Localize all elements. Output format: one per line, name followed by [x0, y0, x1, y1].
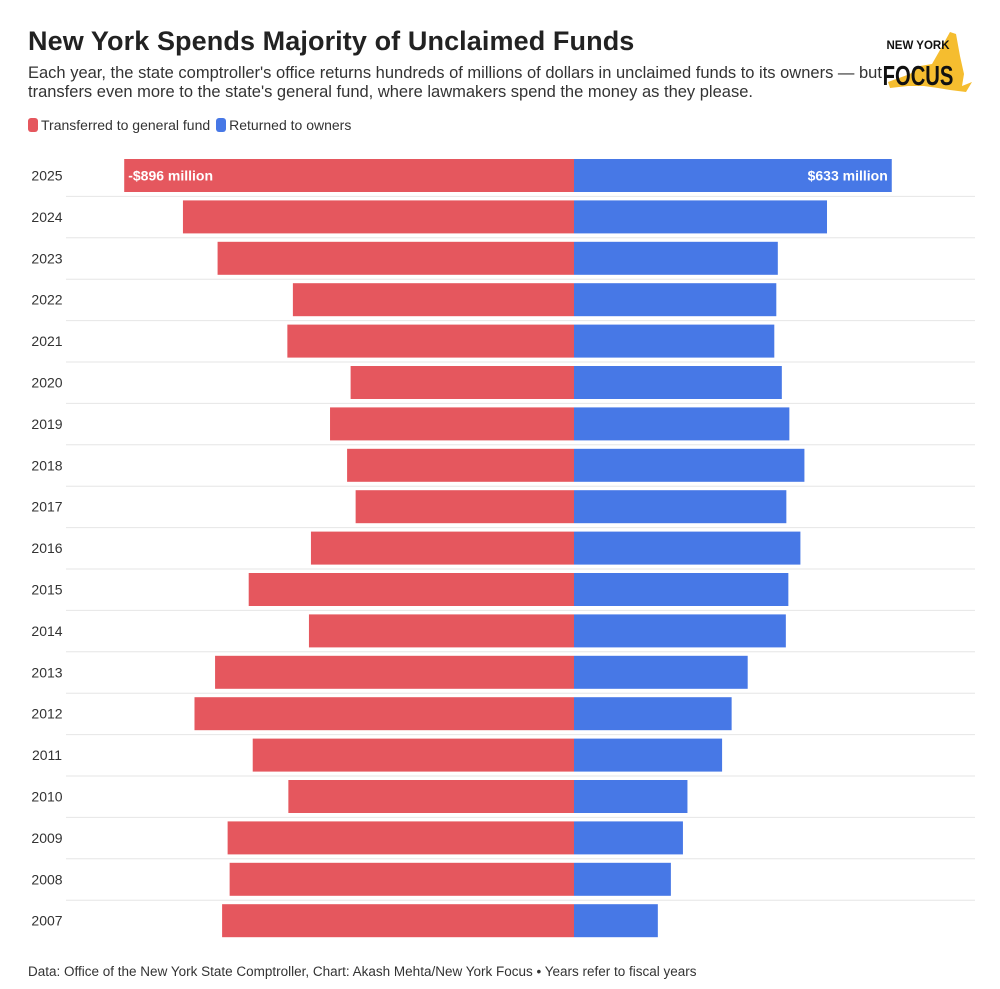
bar-transferred-2014[interactable]: [308, 614, 574, 648]
bar-returned-2017[interactable]: [574, 490, 787, 524]
year-tick-label: 2015: [31, 582, 62, 598]
data-label-transferred-2025: -$896 million: [128, 168, 213, 184]
bar-transferred-2007[interactable]: [222, 904, 574, 938]
year-tick-label: 2020: [31, 375, 62, 391]
bar-transferred-2010[interactable]: [288, 780, 574, 813]
diverging-bar-chart: 2025 2024 2023 2022 2021 2020 2019 2018 2017 2016…: [31, 159, 975, 938]
chart-subtitle: Each year, the state comptroller's offic…: [28, 64, 882, 101]
bar-transferred-2021[interactable]: [287, 324, 574, 358]
chart-footer-source: Data: Office of the New York State Compt…: [28, 964, 697, 979]
year-tick-label: 2008: [31, 871, 62, 887]
year-tick-label: 2016: [31, 540, 62, 556]
bar-transferred-2017[interactable]: [355, 490, 574, 524]
bar-returned-2009[interactable]: [574, 821, 683, 855]
bar-returned-2024[interactable]: [574, 200, 828, 234]
year-tick-label: 2021: [31, 333, 62, 349]
year-tick-label: 2011: [32, 747, 62, 763]
year-tick-label: 2012: [31, 706, 62, 722]
bar-transferred-2025[interactable]: [124, 159, 574, 192]
bar-returned-2022[interactable]: [574, 283, 777, 317]
bar-transferred-2012[interactable]: [194, 697, 574, 731]
year-tick-label: 2013: [31, 664, 62, 680]
bar-transferred-2020[interactable]: [350, 366, 574, 399]
bar-returned-2025[interactable]: [574, 159, 892, 192]
logo-text-new-york: NEW YORK: [886, 40, 950, 52]
bar-transferred-2016[interactable]: [310, 531, 574, 565]
year-tick-label: 2024: [31, 209, 62, 225]
year-tick-label: 2009: [31, 830, 62, 846]
new-york-focus-logo: NEW YORK FOCUS: [883, 32, 972, 92]
legend-item-transferred[interactable]: Transferred to general fund: [28, 117, 210, 133]
bar-transferred-2011[interactable]: [252, 738, 574, 772]
year-tick-label: 2010: [31, 789, 62, 805]
bar-returned-2018[interactable]: [574, 448, 805, 482]
legend-swatch-transferred: [28, 118, 38, 132]
bar-returned-2007[interactable]: [574, 904, 658, 938]
bar-transferred-2019[interactable]: [330, 407, 574, 441]
year-tick-label: 2017: [31, 499, 62, 515]
bar-returned-2019[interactable]: [574, 407, 790, 441]
bar-transferred-2023[interactable]: [217, 241, 574, 275]
new-york-state-shape-icon: [888, 32, 972, 92]
year-tick-label: 2007: [31, 913, 62, 929]
bar-transferred-2022[interactable]: [292, 283, 574, 317]
bar-transferred-2009[interactable]: [227, 821, 574, 855]
bar-returned-2023[interactable]: [574, 241, 778, 275]
year-tick-label: 2025: [31, 168, 62, 184]
logo-text-focus: FOCUS: [883, 61, 954, 92]
year-tick-label: 2022: [31, 292, 62, 308]
legend-label-returned: Returned to owners: [229, 117, 352, 133]
bar-returned-2016[interactable]: [574, 531, 801, 565]
bar-transferred-2018[interactable]: [347, 448, 574, 482]
bar-returned-2013[interactable]: [574, 655, 748, 689]
legend-item-returned[interactable]: Returned to owners: [216, 117, 351, 133]
bar-returned-2012[interactable]: [574, 697, 732, 731]
legend-swatch-returned: [216, 118, 227, 132]
bar-returned-2011[interactable]: [574, 738, 723, 772]
bar-returned-2008[interactable]: [574, 862, 671, 896]
bar-returned-2010[interactable]: [574, 780, 688, 813]
bar-returned-2020[interactable]: [574, 366, 782, 399]
year-tick-label: 2019: [31, 416, 62, 432]
chart-title: New York Spends Majority of Unclaimed Fu…: [28, 26, 635, 56]
year-tick-label: 2014: [31, 623, 62, 639]
bar-transferred-2015[interactable]: [248, 573, 575, 606]
bar-transferred-2013[interactable]: [215, 655, 574, 689]
bar-returned-2014[interactable]: [574, 614, 786, 648]
year-tick-label: 2023: [31, 250, 62, 266]
bar-returned-2021[interactable]: [574, 324, 775, 358]
legend-label-transferred: Transferred to general fund: [41, 117, 211, 133]
bar-returned-2015[interactable]: [574, 573, 789, 606]
year-tick-label: 2018: [31, 457, 62, 473]
legend: Transferred to general fund Returned to …: [28, 117, 357, 133]
data-label-returned-2025: $633 million: [808, 168, 888, 184]
bar-transferred-2008[interactable]: [229, 862, 575, 896]
bar-transferred-2024[interactable]: [182, 200, 574, 234]
